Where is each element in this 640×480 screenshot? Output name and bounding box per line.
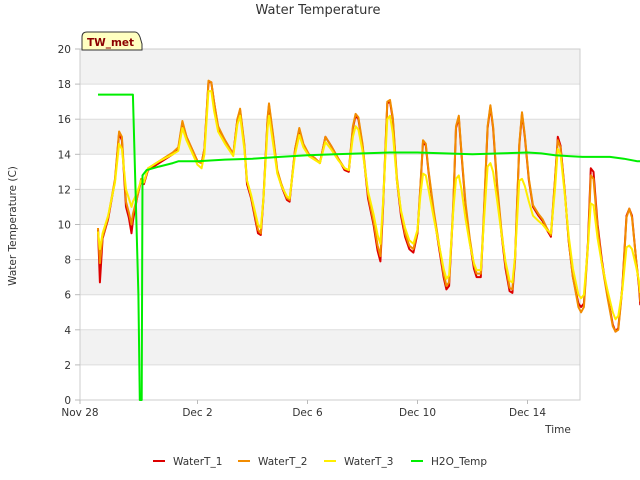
x-tick-label: Dec 2 bbox=[182, 407, 212, 419]
y-tick-label: 14 bbox=[58, 149, 72, 161]
plot-area bbox=[79, 48, 640, 401]
y-tick-label: 6 bbox=[64, 290, 71, 302]
grid-band bbox=[80, 259, 580, 295]
y-axis-ticks: 0 2 4 6 8 10 12 14 16 18 20 bbox=[58, 44, 80, 407]
grid-band bbox=[80, 49, 580, 85]
y-tick-label: 20 bbox=[58, 44, 71, 56]
y-tick-label: 10 bbox=[58, 220, 71, 232]
x-axis-label: Time bbox=[544, 424, 571, 436]
series-lines bbox=[97, 79, 640, 401]
y-tick-label: 16 bbox=[58, 114, 72, 126]
y-tick-label: 2 bbox=[64, 360, 71, 372]
legend-label: WaterT_2 bbox=[258, 456, 307, 468]
x-tick-label: Nov 28 bbox=[61, 407, 98, 419]
y-axis-label: Water Temperature (C) bbox=[7, 166, 19, 286]
legend-label: H2O_Temp bbox=[431, 456, 487, 468]
x-axis-ticks: Nov 28 Dec 2 Dec 6 Dec 10 Dec 14 bbox=[61, 400, 546, 419]
site-label-box: TW_met bbox=[81, 31, 143, 51]
grid-band bbox=[80, 189, 580, 225]
legend: WaterT_1 WaterT_2 WaterT_3 H2O_Temp bbox=[153, 456, 487, 468]
site-label-background bbox=[81, 31, 143, 51]
site-label: TW_met bbox=[87, 37, 134, 49]
chart-title: Water Temperature bbox=[256, 3, 381, 18]
y-tick-label: 8 bbox=[64, 255, 71, 267]
x-tick-label: Dec 6 bbox=[292, 407, 323, 419]
x-tick-label: Dec 14 bbox=[509, 407, 546, 419]
grid-band bbox=[80, 329, 580, 365]
y-tick-label: 4 bbox=[64, 325, 71, 337]
y-tick-label: 12 bbox=[58, 184, 71, 196]
series-line-h2o-temp bbox=[98, 93, 640, 401]
legend-label: WaterT_1 bbox=[173, 456, 222, 468]
y-tick-label: 18 bbox=[58, 79, 71, 91]
y-tick-label: 0 bbox=[64, 395, 71, 407]
legend-label: WaterT_3 bbox=[344, 456, 393, 468]
x-tick-label: Dec 10 bbox=[399, 407, 436, 419]
